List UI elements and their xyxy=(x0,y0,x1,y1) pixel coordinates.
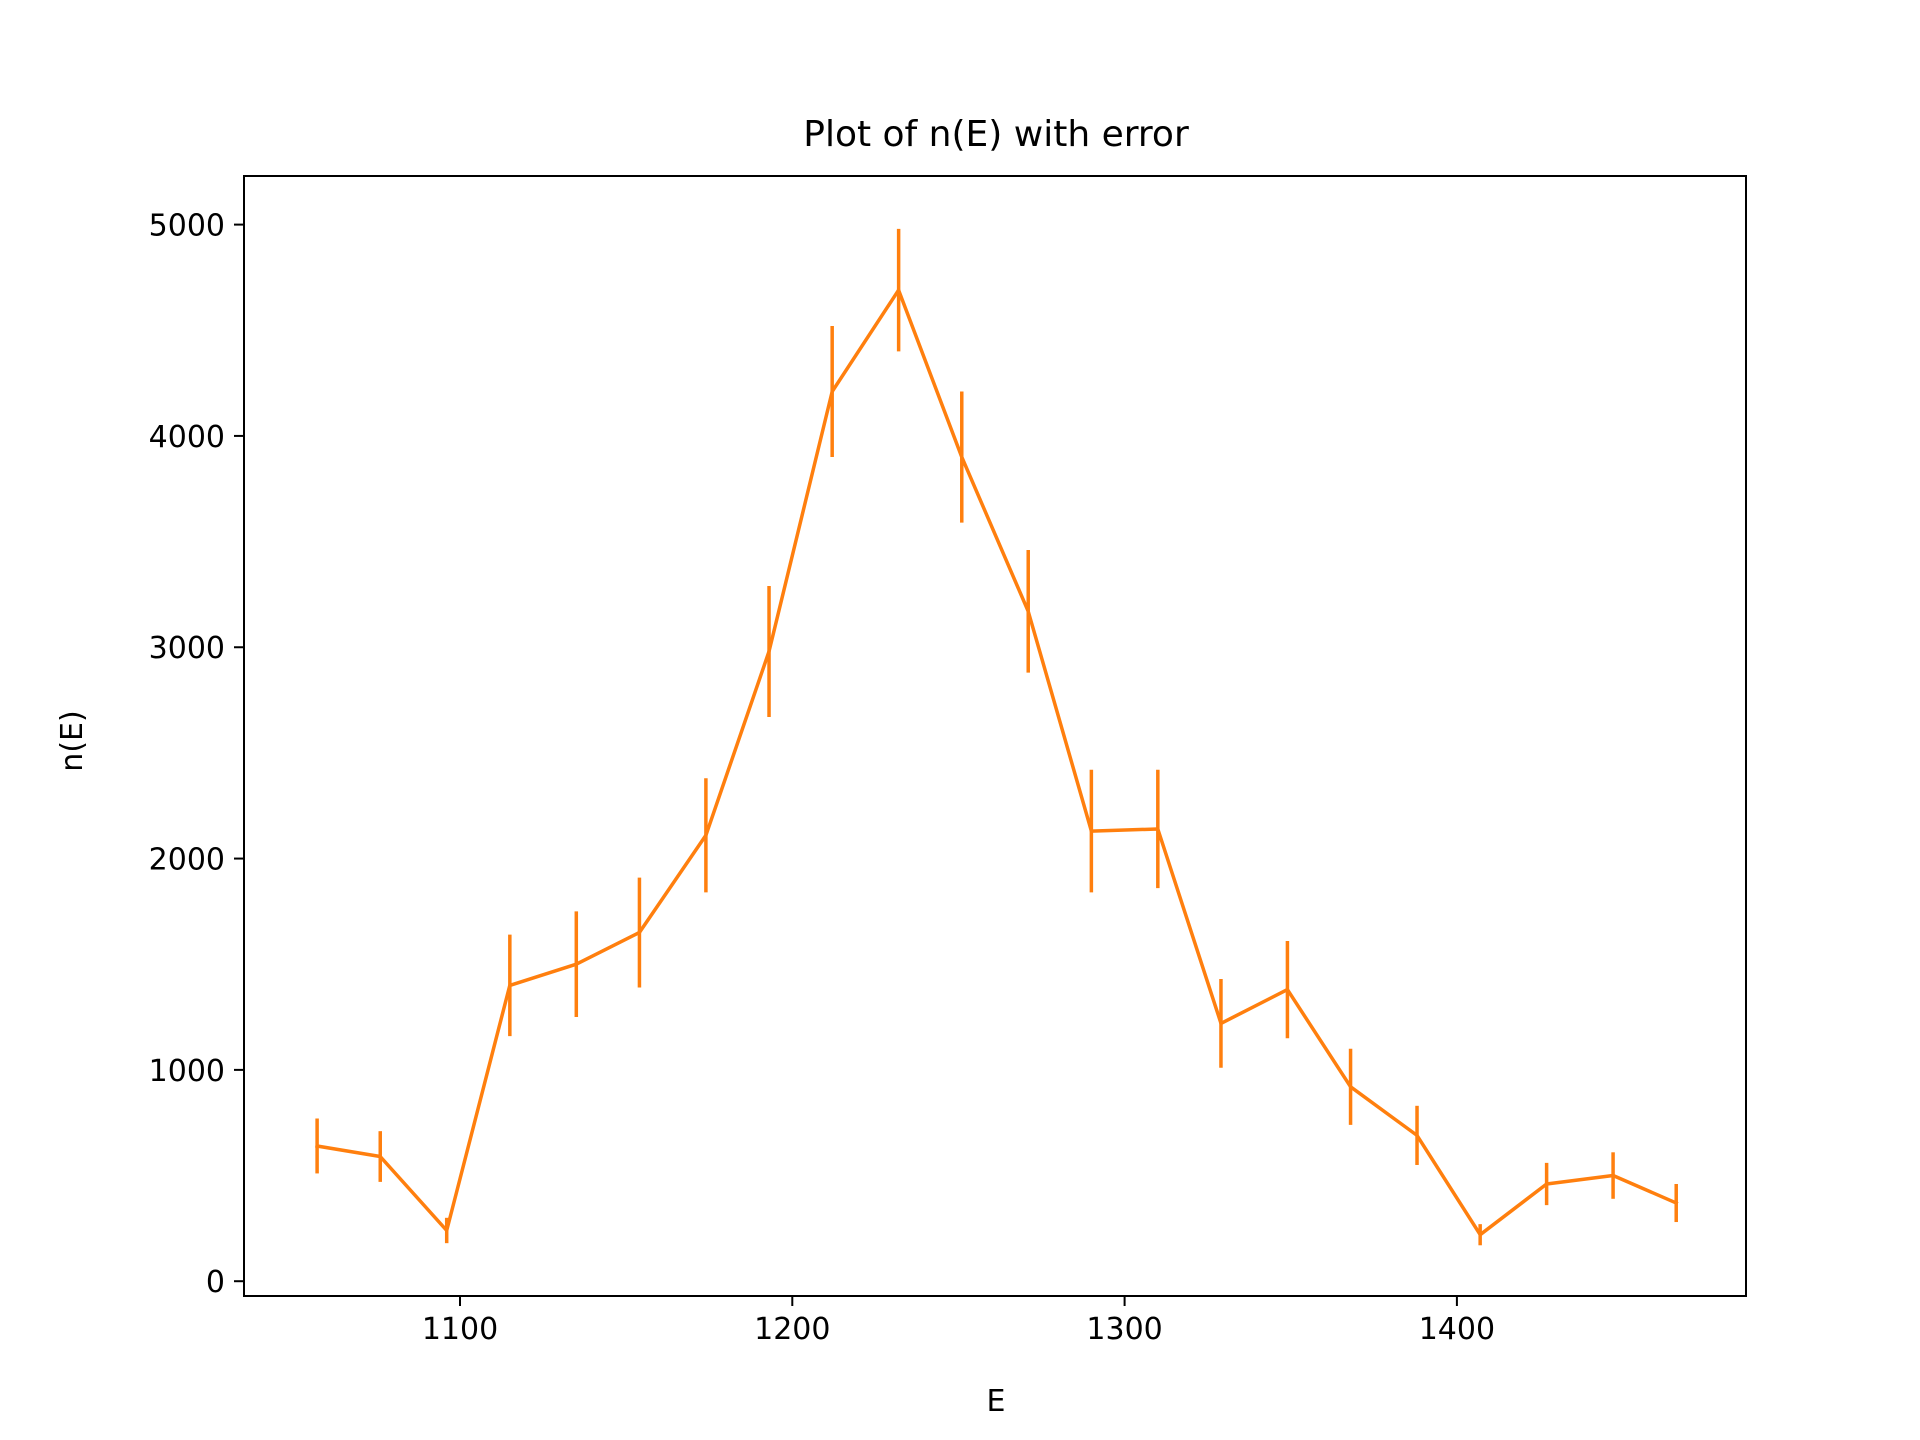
y-tick-label: 2000 xyxy=(149,843,225,878)
x-tick-label: 1300 xyxy=(1086,1312,1162,1347)
y-axis-label: n(E) xyxy=(55,710,90,771)
x-axis-label: E xyxy=(987,1384,1006,1419)
x-tick-label: 1100 xyxy=(422,1312,498,1347)
y-axis-ticks: 0 1000 2000 3000 4000 5000 xyxy=(149,209,244,1300)
x-axis-ticks: 1100 1200 1300 1400 xyxy=(422,1296,1495,1347)
x-tick-label: 1200 xyxy=(754,1312,830,1347)
y-tick-label: 4000 xyxy=(149,420,225,455)
chart-title: Plot of n(E) with error xyxy=(803,114,1189,155)
series-line xyxy=(315,288,1679,1237)
plot-frame xyxy=(243,175,1747,1297)
y-tick-label: 5000 xyxy=(149,209,225,244)
y-tick-label: 3000 xyxy=(149,631,225,666)
x-tick-label: 1400 xyxy=(1419,1312,1495,1347)
plot-area xyxy=(315,228,1679,1246)
y-tick-label: 1000 xyxy=(149,1054,225,1089)
y-tick-label: 0 xyxy=(206,1265,225,1300)
